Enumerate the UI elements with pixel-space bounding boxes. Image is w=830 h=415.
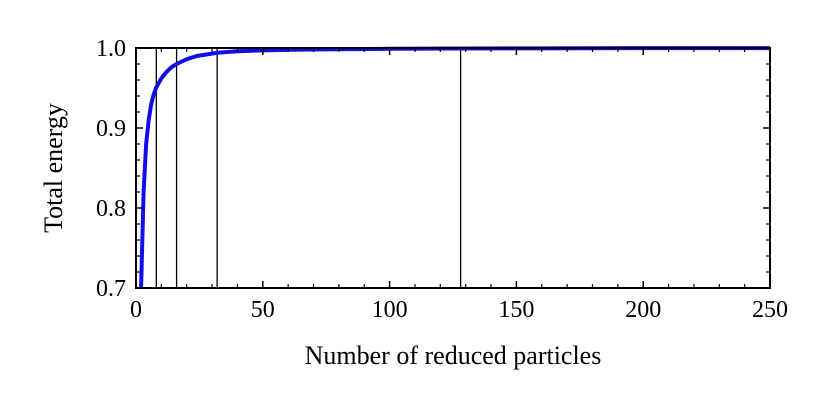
x-axis-label: Number of reduced particles bbox=[305, 341, 602, 370]
y-tick-label: 0.8 bbox=[96, 196, 126, 222]
x-tick-label: 150 bbox=[498, 297, 534, 323]
x-tick-label: 200 bbox=[625, 297, 661, 323]
tick-labels: 0 50 100 150 200 250 0.7 0.8 0.9 1.0 bbox=[96, 36, 788, 323]
reference-lines bbox=[155, 48, 462, 288]
x-tick-label: 50 bbox=[251, 297, 275, 323]
y-tick-label: 0.7 bbox=[96, 276, 126, 302]
plot-frame bbox=[135, 47, 771, 289]
x-tick-label: 0 bbox=[130, 297, 142, 323]
y-tick-label: 0.9 bbox=[96, 116, 126, 142]
x-tick-label: 100 bbox=[372, 297, 408, 323]
axis-ticks bbox=[135, 47, 771, 289]
x-tick-label: 250 bbox=[752, 297, 788, 323]
series-line-0 bbox=[139, 46, 771, 289]
y-tick-label: 1.0 bbox=[96, 36, 126, 62]
series-group bbox=[139, 46, 771, 289]
y-axis-label: Total energy bbox=[39, 103, 68, 233]
